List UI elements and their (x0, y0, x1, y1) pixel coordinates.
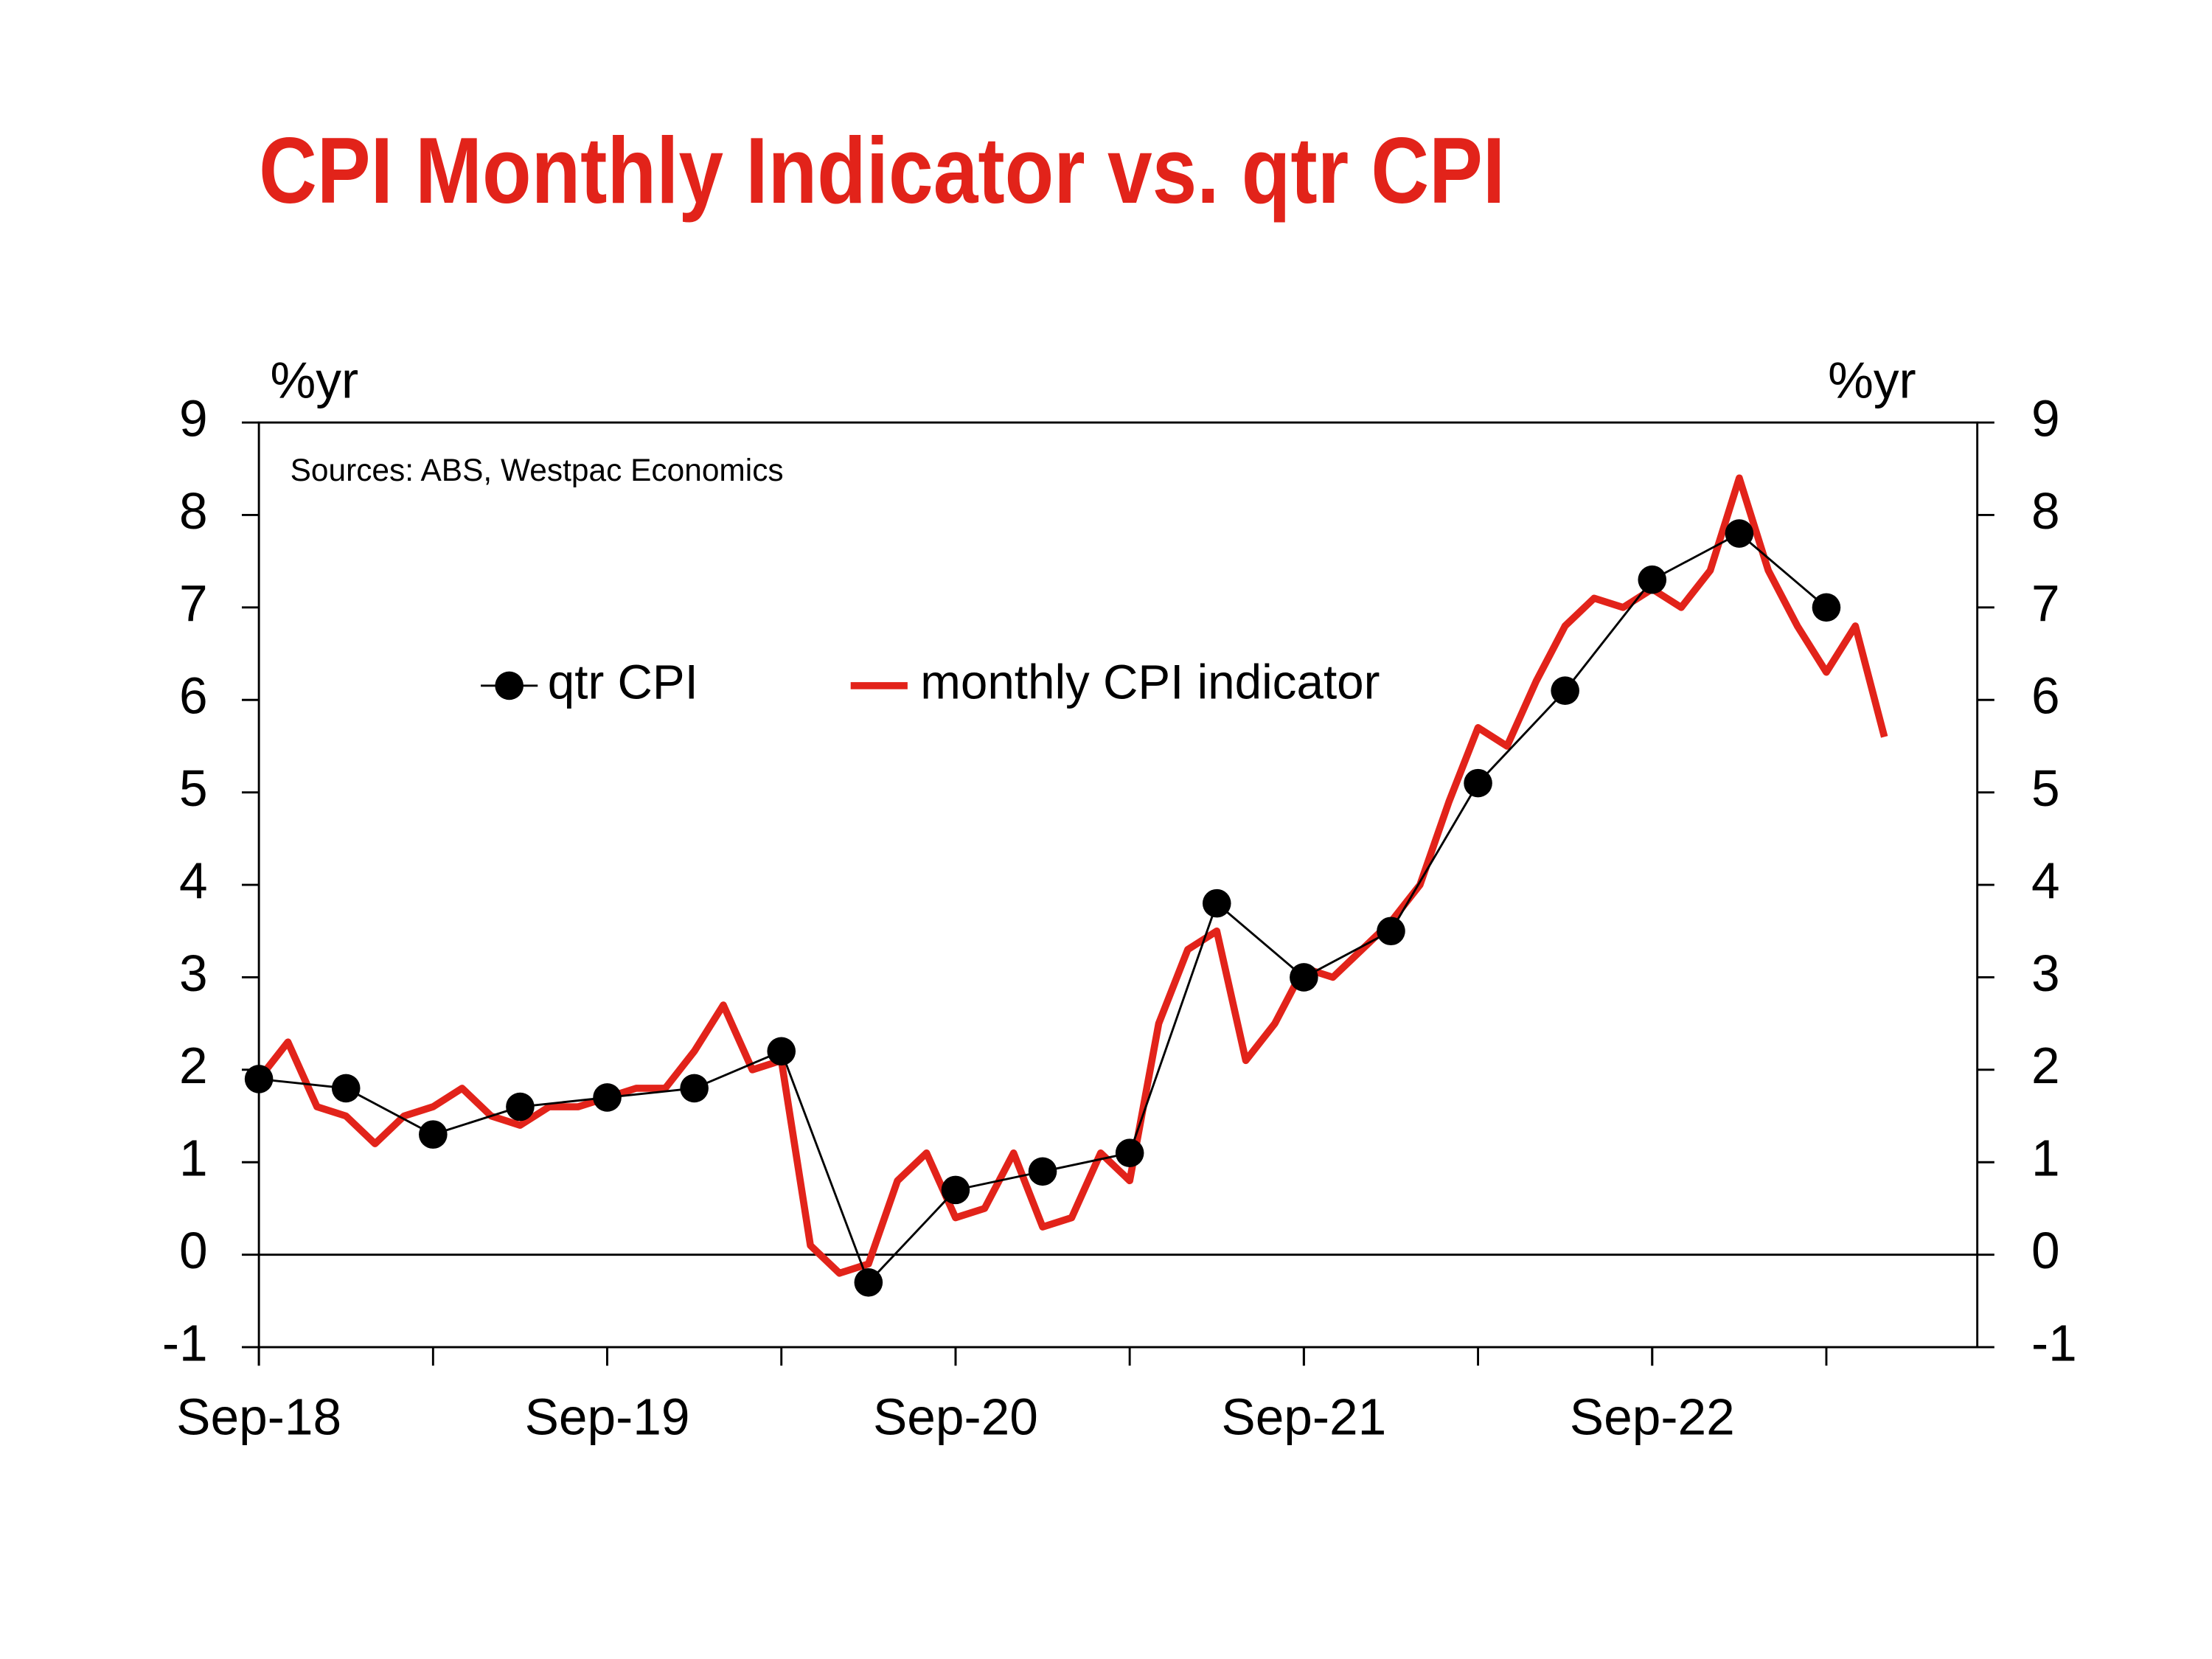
source-note: Sources: ABS, Westpac Economics (291, 453, 784, 487)
y-tick-label: 2 (179, 1037, 208, 1094)
x-tick-label: Sep-21 (1221, 1388, 1386, 1446)
y2-tick-label: 7 (2031, 574, 2060, 632)
y-tick-label: 6 (179, 667, 208, 725)
y2-tick-label: 5 (2031, 759, 2060, 817)
monthly-line (256, 474, 1888, 1277)
qtr-marker (419, 1120, 448, 1149)
legend-marker (495, 671, 524, 700)
y2-tick-label: 4 (2031, 852, 2060, 909)
y-tick-label: 0 (179, 1222, 208, 1279)
x-tick-label: Sep-19 (525, 1388, 690, 1446)
qtr-marker (1551, 676, 1579, 705)
qtr-marker (1812, 593, 1841, 622)
qtr-marker (1202, 888, 1231, 918)
qtr-marker (1115, 1138, 1144, 1168)
legend-label: monthly CPI indicator (920, 655, 1380, 709)
y2-tick-label: 0 (2031, 1222, 2060, 1279)
y2-tick-label: 3 (2031, 945, 2060, 1002)
qtr-marker (331, 1074, 361, 1103)
qtr-marker (1377, 917, 1405, 946)
y-tick-label: 8 (179, 482, 208, 540)
qtr-marker (767, 1037, 796, 1066)
y-tick-label: 1 (179, 1130, 208, 1187)
x-tick-label: Sep-18 (176, 1388, 341, 1446)
y2-axis-label: %yr (1828, 351, 1916, 408)
qtr-marker (680, 1074, 709, 1103)
legend-label: qtr CPI (548, 655, 698, 709)
y2-tick-label: 2 (2031, 1037, 2060, 1094)
y-tick-label: 3 (179, 945, 208, 1002)
y-axis-label: %yr (271, 351, 359, 408)
y-tick-label: -1 (162, 1314, 208, 1371)
qtr-marker (506, 1092, 535, 1121)
y2-tick-label: -1 (2031, 1314, 2077, 1371)
qtr-marker (593, 1083, 622, 1112)
qtr-marker (1290, 963, 1318, 992)
y2-tick-label: 9 (2031, 389, 2060, 447)
qtr-marker (941, 1175, 970, 1205)
y2-tick-label: 6 (2031, 667, 2060, 725)
y-tick-label: 5 (179, 759, 208, 817)
y-tick-label: 9 (179, 389, 208, 447)
qtr-marker (1725, 519, 1754, 548)
qtr-marker (1464, 768, 1492, 798)
plot-frame (257, 421, 1979, 1349)
y-tick-label: 4 (179, 852, 208, 909)
y2-tick-label: 1 (2031, 1130, 2060, 1187)
qtr-marker (1638, 565, 1667, 594)
x-tick-label: Sep-22 (1570, 1388, 1735, 1446)
y2-tick-label: 8 (2031, 482, 2060, 540)
y-tick-label: 7 (179, 574, 208, 632)
qtr-marker (244, 1065, 274, 1093)
qtr-marker (854, 1267, 883, 1297)
chart-title: CPI Monthly Indicator vs. qtr CPI (259, 118, 1505, 223)
x-tick-label: Sep-20 (873, 1388, 1038, 1446)
qtr-marker (1028, 1157, 1057, 1186)
